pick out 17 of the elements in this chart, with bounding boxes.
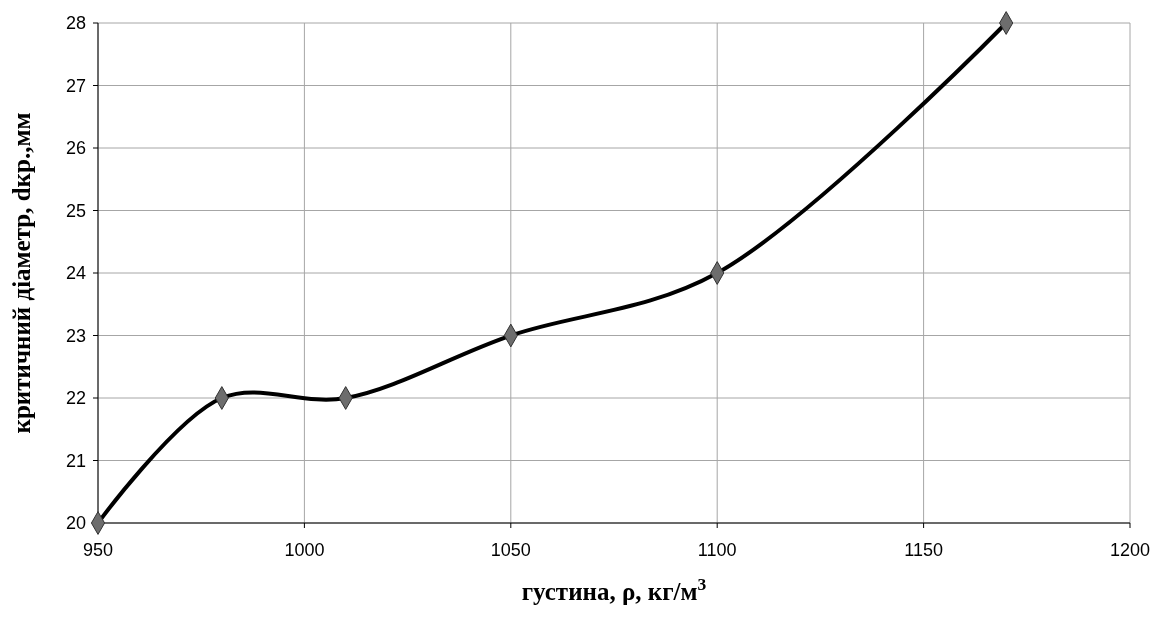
x-tick-label: 1000 bbox=[284, 540, 325, 560]
x-tick-label: 1050 bbox=[490, 540, 531, 560]
x-tick-label: 1200 bbox=[1109, 540, 1151, 560]
x-tick-label: 1100 bbox=[697, 540, 737, 560]
x-tick-label: 1150 bbox=[904, 540, 943, 560]
y-axis-title: критичний діаметр, dкр.,мм bbox=[8, 112, 35, 434]
y-tick-label: 21 bbox=[65, 450, 86, 471]
y-tick-label: 23 bbox=[65, 325, 86, 346]
x-axis-title: густина, ρ, кг/м$^{3}$ bbox=[521, 574, 707, 605]
y-tick-label: 24 bbox=[65, 263, 86, 283]
y-tick-label: 22 bbox=[65, 388, 86, 408]
y-tick-label: 27 bbox=[65, 75, 86, 96]
x-tick-label: 950 bbox=[82, 540, 114, 560]
y-tick-label: 26 bbox=[65, 138, 86, 158]
y-tick-label: 20 bbox=[65, 513, 86, 533]
y-tick-label: 25 bbox=[65, 200, 86, 221]
y-tick-label: 28 bbox=[65, 13, 86, 33]
